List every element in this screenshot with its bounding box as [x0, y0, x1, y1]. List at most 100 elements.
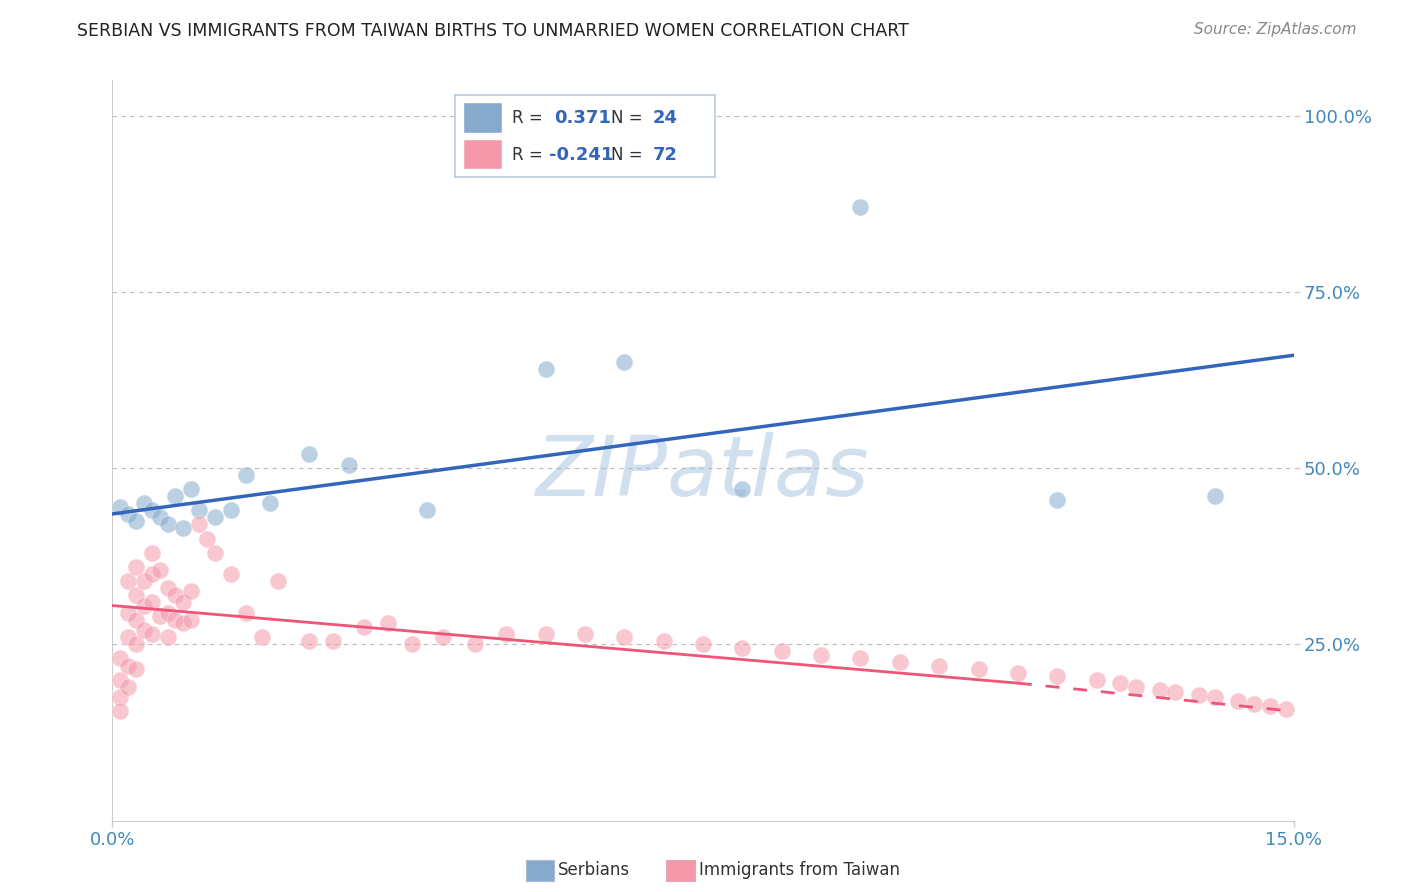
Point	[731, 640, 754, 655]
Point	[132, 624, 155, 638]
Point	[180, 482, 202, 496]
Point	[125, 662, 148, 676]
Point	[165, 588, 187, 602]
Point	[156, 606, 179, 620]
Point	[1164, 685, 1187, 699]
Point	[889, 655, 911, 669]
Point	[235, 468, 257, 483]
Point	[967, 662, 990, 676]
Point	[322, 633, 344, 648]
Point	[495, 627, 517, 641]
Point	[1149, 683, 1171, 698]
Point	[464, 637, 486, 651]
Point	[613, 355, 636, 369]
Point	[172, 521, 194, 535]
Point	[770, 644, 793, 658]
Point	[1204, 489, 1226, 503]
Point	[117, 606, 139, 620]
Point	[250, 630, 273, 644]
Point	[149, 563, 172, 577]
Point	[110, 651, 132, 665]
Text: SERBIAN VS IMMIGRANTS FROM TAIWAN BIRTHS TO UNMARRIED WOMEN CORRELATION CHART: SERBIAN VS IMMIGRANTS FROM TAIWAN BIRTHS…	[77, 22, 910, 40]
Point	[534, 627, 557, 641]
Point	[172, 616, 194, 631]
Point	[125, 613, 148, 627]
Point	[180, 584, 202, 599]
Point	[165, 613, 187, 627]
Point	[110, 500, 132, 514]
Point	[267, 574, 290, 588]
Point	[1007, 665, 1029, 680]
Point	[110, 704, 132, 718]
Point	[298, 633, 321, 648]
Point	[156, 630, 179, 644]
Point	[204, 546, 226, 560]
Point	[141, 566, 163, 581]
Point	[117, 507, 139, 521]
Point	[219, 566, 242, 581]
Point	[1258, 699, 1281, 714]
Point	[195, 532, 218, 546]
Point	[188, 503, 211, 517]
Point	[141, 546, 163, 560]
Point	[132, 599, 155, 613]
Point	[141, 503, 163, 517]
Point	[1085, 673, 1108, 687]
Point	[117, 574, 139, 588]
Point	[849, 200, 872, 214]
Point	[204, 510, 226, 524]
Point	[810, 648, 832, 662]
Point	[416, 503, 439, 517]
Point	[849, 651, 872, 665]
Point	[298, 447, 321, 461]
Text: Immigrants from Taiwan: Immigrants from Taiwan	[699, 861, 900, 879]
Point	[337, 458, 360, 472]
Point	[125, 514, 148, 528]
Point	[156, 517, 179, 532]
Point	[731, 482, 754, 496]
Point	[149, 510, 172, 524]
Point	[141, 595, 163, 609]
Point	[156, 581, 179, 595]
Text: Source: ZipAtlas.com: Source: ZipAtlas.com	[1194, 22, 1357, 37]
Point	[132, 574, 155, 588]
Point	[235, 606, 257, 620]
Point	[125, 588, 148, 602]
Point	[141, 627, 163, 641]
Point	[117, 630, 139, 644]
Point	[125, 559, 148, 574]
Point	[1125, 680, 1147, 694]
Point	[132, 496, 155, 510]
Point	[110, 690, 132, 705]
Point	[401, 637, 423, 651]
Point	[117, 658, 139, 673]
Point	[188, 517, 211, 532]
Text: Serbians: Serbians	[558, 861, 630, 879]
Point	[534, 362, 557, 376]
Point	[1227, 694, 1250, 708]
Point	[1188, 688, 1211, 702]
Point	[692, 637, 714, 651]
Point	[1046, 669, 1069, 683]
Point	[928, 658, 950, 673]
Point	[1274, 702, 1296, 716]
Point	[1046, 492, 1069, 507]
Text: ZIPatlas: ZIPatlas	[536, 432, 870, 513]
Point	[259, 496, 281, 510]
Point	[432, 630, 454, 644]
Point	[377, 616, 399, 631]
Point	[149, 609, 172, 624]
Point	[353, 620, 375, 634]
Point	[117, 680, 139, 694]
Point	[219, 503, 242, 517]
Point	[613, 630, 636, 644]
Point	[165, 489, 187, 503]
Point	[574, 627, 596, 641]
Point	[125, 637, 148, 651]
Point	[1243, 698, 1265, 712]
Point	[110, 673, 132, 687]
Point	[1204, 690, 1226, 705]
Point	[1109, 676, 1132, 690]
Point	[180, 613, 202, 627]
Point	[652, 633, 675, 648]
